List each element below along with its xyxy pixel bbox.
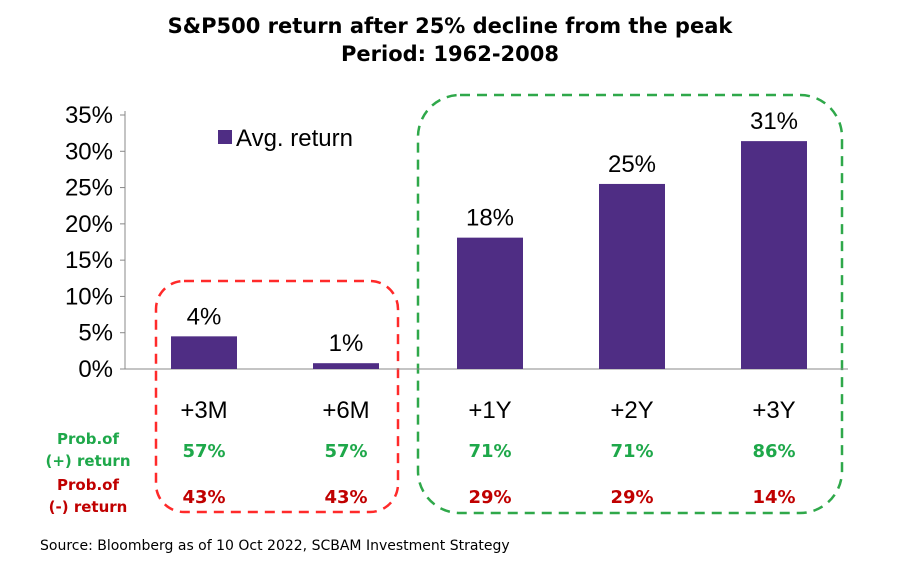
highlight-boxes [154,93,844,515]
bar-data-label: 1% [329,330,364,357]
bar-data-label: 4% [187,303,222,330]
prob-negative-label-line1: Prob.of [57,476,119,494]
y-tick-label: 25% [65,175,113,202]
legend: Avg. return [218,125,353,152]
bar [457,237,523,369]
y-tick-label: 5% [78,320,113,347]
bar [171,336,237,369]
prob-negative-value: 43% [182,487,225,508]
bar-series [171,141,807,369]
x-category-label: +3M [180,397,227,424]
y-tick-label: 30% [65,138,113,165]
bar-data-label: 31% [750,108,798,135]
prob-positive-value: 57% [182,441,225,462]
y-tick-label: 10% [65,283,113,310]
prob-positive-value: 71% [610,441,653,462]
prob-negative-value: 29% [610,487,653,508]
prob-negative-value: 29% [468,487,511,508]
chart-subtitle: Period: 1962-2008 [341,42,559,66]
prob-negative-value: 14% [752,487,795,508]
bar [741,141,807,369]
prob-positive-label-line2: (+) return [46,452,131,470]
legend-swatch [218,130,232,144]
prob-positive-label-line1: Prob.of [57,430,119,448]
chart-title: S&P500 return after 25% decline from the… [167,14,733,38]
prob-positive-value: 71% [468,441,511,462]
bar [599,183,665,369]
x-category-label: +2Y [610,397,653,424]
prob-negative-label-line2: (-) return [49,498,128,516]
y-tick-label: 15% [65,247,113,274]
y-tick-label: 35% [65,102,113,129]
long-term-highlight-box [416,93,844,515]
prob-positive-value: 57% [324,441,367,462]
x-category-label: +6M [322,397,369,424]
short-term-highlight-box [154,279,400,514]
x-axis-categories: +3M +6M +1Y +2Y +3Y [180,397,795,424]
legend-label: Avg. return [236,125,353,152]
bar-data-label: 18% [466,205,514,232]
probability-table: Prob.of (+) return Prob.of (-) return 57… [46,430,796,516]
x-category-label: +3Y [752,397,795,424]
x-category-label: +1Y [468,397,511,424]
bar-chart: 0% 5% 10% 15% 20% 25% 30% 35% 4% 1% 18% 25% 31% +3M… [46,93,848,516]
prob-positive-value: 86% [752,441,795,462]
y-axis: 0% 5% 10% 15% 20% 25% 30% 35% [65,102,848,383]
y-tick-label: 20% [65,211,113,238]
bar-data-label: 25% [608,151,656,178]
y-tick-label: 0% [78,356,113,383]
prob-negative-value: 43% [324,487,367,508]
source-note: Source: Bloomberg as of 10 Oct 2022, SCB… [40,538,510,554]
bar [313,363,379,369]
data-labels: 4% 1% 18% 25% 31% [187,108,798,357]
